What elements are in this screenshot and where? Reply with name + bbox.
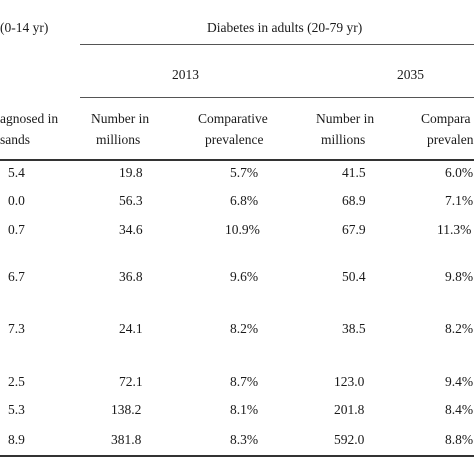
prevalence-2035-header-line1: Compara [421, 111, 471, 126]
cell-prevalence-2013: 5.7% [230, 165, 259, 180]
number-2013-header-line1: Number in [91, 111, 150, 126]
cell-prevalence-2035: 11.3% [437, 222, 472, 237]
diagnosed-header-line2: sands [0, 132, 30, 147]
cell-number-2035: 38.5 [342, 321, 366, 336]
cell-number-2035: 68.9 [342, 193, 366, 208]
cell-diagnosed: 6.7 [8, 269, 25, 284]
prevalence-2013-header-line2: prevalence [205, 132, 264, 147]
number-2035-header-line1: Number in [316, 111, 375, 126]
cell-prevalence-2035: 9.4% [445, 374, 474, 389]
cell-prevalence-2013: 8.7% [230, 374, 259, 389]
cell-prevalence-2035: 8.8% [445, 432, 474, 447]
year-2035-header: 2035 [397, 67, 424, 82]
cell-number-2013: 381.8 [111, 432, 142, 447]
cell-diagnosed: 0.7 [8, 222, 25, 237]
cell-number-2013: 19.8 [119, 165, 143, 180]
header-year-rule [80, 97, 474, 98]
cell-prevalence-2035: 8.2% [445, 321, 474, 336]
cell-diagnosed: 8.9 [8, 432, 25, 447]
number-2035-header-line2: millions [321, 132, 366, 147]
cell-number-2035: 50.4 [342, 269, 366, 284]
cell-number-2013: 24.1 [119, 321, 143, 336]
cell-diagnosed: 0.0 [8, 193, 25, 208]
cell-prevalence-2035: 8.4% [445, 402, 474, 417]
cell-prevalence-2013: 6.8% [230, 193, 259, 208]
cell-prevalence-2013: 8.1% [230, 402, 259, 417]
header-bottom-rule [0, 159, 474, 161]
cell-number-2013: 138.2 [111, 402, 142, 417]
cell-number-2035: 592.0 [334, 432, 365, 447]
cell-number-2013: 36.8 [119, 269, 143, 284]
adults-group-header: Diabetes in adults (20-79 yr) [207, 20, 363, 35]
number-2013-header-line2: millions [96, 132, 141, 147]
cell-number-2013: 34.6 [119, 222, 143, 237]
cell-prevalence-2013: 10.9% [225, 222, 260, 237]
cell-diagnosed: 5.4 [8, 165, 25, 180]
cell-number-2035: 123.0 [334, 374, 365, 389]
diagnosed-header-line1: agnosed in [0, 111, 59, 126]
cell-number-2035: 67.9 [342, 222, 366, 237]
cell-diagnosed: 2.5 [8, 374, 25, 389]
cell-number-2013: 56.3 [119, 193, 143, 208]
cell-prevalence-2013: 8.3% [230, 432, 259, 447]
children-group-header: (0-14 yr) [0, 20, 49, 35]
prevalence-2035-header-line2: prevalen [427, 132, 474, 147]
cell-number-2013: 72.1 [119, 374, 143, 389]
cell-prevalence-2035: 7.1% [445, 193, 474, 208]
cell-prevalence-2035: 9.8% [445, 269, 474, 284]
header-group-rule [80, 44, 474, 45]
cell-diagnosed: 7.3 [8, 321, 25, 336]
cell-number-2035: 41.5 [342, 165, 366, 180]
cell-prevalence-2035: 6.0% [445, 165, 474, 180]
year-2013-header: 2013 [172, 67, 199, 82]
prevalence-2013-header-line1: Comparative [198, 111, 268, 126]
cell-diagnosed: 5.3 [8, 402, 25, 417]
table-bottom-rule [0, 455, 474, 457]
cell-prevalence-2013: 9.6% [230, 269, 259, 284]
cell-prevalence-2013: 8.2% [230, 321, 259, 336]
cell-number-2035: 201.8 [334, 402, 365, 417]
